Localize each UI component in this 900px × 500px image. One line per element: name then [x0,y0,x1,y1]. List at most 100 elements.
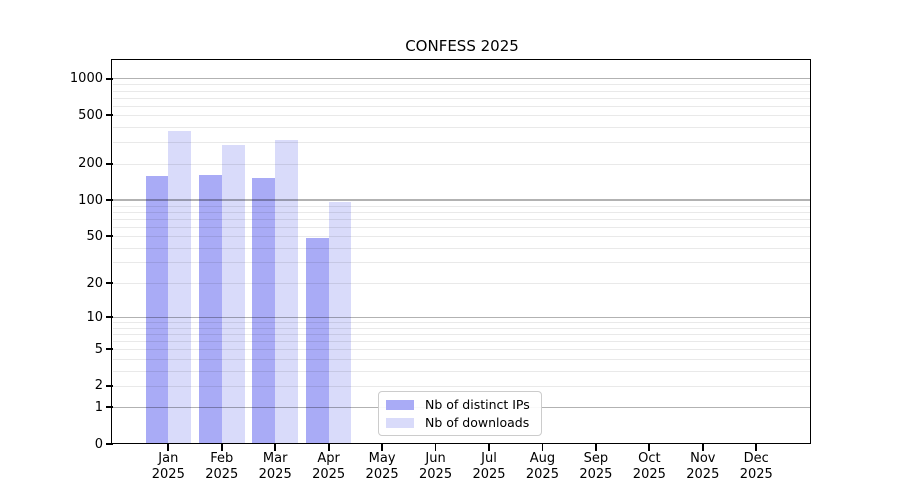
x-tick-label-year: 2025 [151,467,185,482]
x-tick-label-year: 2025 [365,467,399,482]
x-tick-mark [541,444,544,451]
bar-distinct-ips-mar [252,178,276,444]
y-tick-label: 1000 [69,71,103,87]
gridline-major [113,316,811,318]
gridline-minor [113,283,811,285]
y-tick-mark [106,235,113,238]
gridline-minor [113,115,811,117]
gridline-minor [113,236,811,238]
y-tick-label: 1 [94,399,103,415]
x-tick-label-month: Aug [529,451,556,466]
y-tick-mark [106,114,113,117]
y-tick-mark [106,162,113,165]
x-tick-label-month: May [368,451,396,466]
y-tick-mark [106,282,113,284]
y-tick-label: 10 [86,309,103,325]
y-tick-label: 2 [94,378,103,394]
x-tick-label-month: Oct [638,451,661,466]
y-tick-mark [106,385,113,387]
x-tick-mark [274,444,277,451]
gridline-minor [113,247,811,249]
bar-distinct-ips-apr [305,238,329,444]
x-tick-label-month: Feb [210,451,234,466]
bar-downloads-feb [221,144,245,444]
gridline-minor [113,90,811,92]
y-tick-mark [106,199,113,201]
gridline-minor [113,385,811,387]
x-tick-mark [595,444,597,451]
x-tick-mark [381,444,383,451]
x-tick-mark [327,444,330,451]
gridline-minor [113,211,811,213]
y-tick-label: 50 [86,228,103,244]
x-tick-label-year: 2025 [472,467,506,482]
bar-downloads-jan [168,130,192,444]
x-tick-label-year: 2025 [312,467,346,482]
gridline-minor [113,205,811,207]
x-tick-label-month: Nov [690,451,716,466]
gridline-minor [113,322,811,324]
gridline-minor [113,105,811,107]
gridline-minor [113,218,811,220]
bar-downloads-mar [275,139,298,444]
y-tick-mark [106,316,113,319]
x-tick-label-year: 2025 [632,467,666,482]
x-tick-label-month: Jan [158,451,179,466]
x-tick-mark [434,444,437,451]
gridline-major [113,78,811,80]
x-tick-mark [755,444,758,451]
bar-distinct-ips-feb [198,174,222,444]
bar-downloads-apr [328,202,352,444]
legend-label-distinct-ips: Nb of distinct IPs [425,397,530,412]
x-tick-label-year: 2025 [419,467,453,482]
legend-swatch-downloads [386,417,414,428]
y-tick-mark [106,77,113,80]
x-tick-label-month: Apr [317,451,340,466]
y-tick-label: 500 [78,107,103,123]
legend-item-distinct-ips: Nb of distinct IPs [386,397,541,412]
x-tick-label-year: 2025 [258,467,292,482]
x-tick-label-month: Jul [481,451,497,466]
legend-swatch-distinct-ips [386,399,414,410]
gridline-minor [113,84,811,86]
gridline-minor [113,341,811,343]
gridline-minor [113,327,811,329]
gridline-minor [113,370,811,372]
gridline-minor [113,334,811,336]
gridline-minor [113,127,811,129]
x-tick-mark [648,444,651,451]
x-tick-mark [488,444,490,451]
gridline-minor [113,358,811,360]
y-tick-label: 0 [94,436,103,452]
x-tick-label-month: Dec [743,451,769,466]
gridline-minor [113,163,811,165]
y-tick-mark [106,406,113,409]
x-tick-label-year: 2025 [739,467,773,482]
gridline-minor [113,349,811,351]
x-tick-mark [220,444,223,451]
x-tick-label-year: 2025 [205,467,239,482]
y-tick-mark [106,443,113,445]
x-tick-label-year: 2025 [686,467,720,482]
gridline-major [113,199,811,201]
gridline-minor [113,262,811,264]
x-tick-label-year: 2025 [579,467,613,482]
x-tick-label-month: Mar [262,451,288,466]
x-tick-mark [701,444,704,451]
y-tick-label: 5 [94,341,103,357]
y-tick-mark [106,348,113,351]
x-tick-mark [167,444,170,451]
legend-item-downloads: Nb of downloads [386,415,541,430]
legend-box: Nb of distinct IPs Nb of downloads [378,391,542,436]
chart-title: CONFESS 2025 [405,37,519,55]
bar-distinct-ips-jan [145,176,169,444]
x-tick-label-year: 2025 [525,467,559,482]
gridline-minor [113,226,811,228]
legend-label-downloads: Nb of downloads [425,415,530,430]
y-tick-label: 100 [78,192,103,208]
y-tick-label: 200 [78,156,103,172]
y-tick-label: 20 [86,275,103,291]
x-tick-label-month: Sep [583,451,609,466]
gridline-minor [113,97,811,99]
